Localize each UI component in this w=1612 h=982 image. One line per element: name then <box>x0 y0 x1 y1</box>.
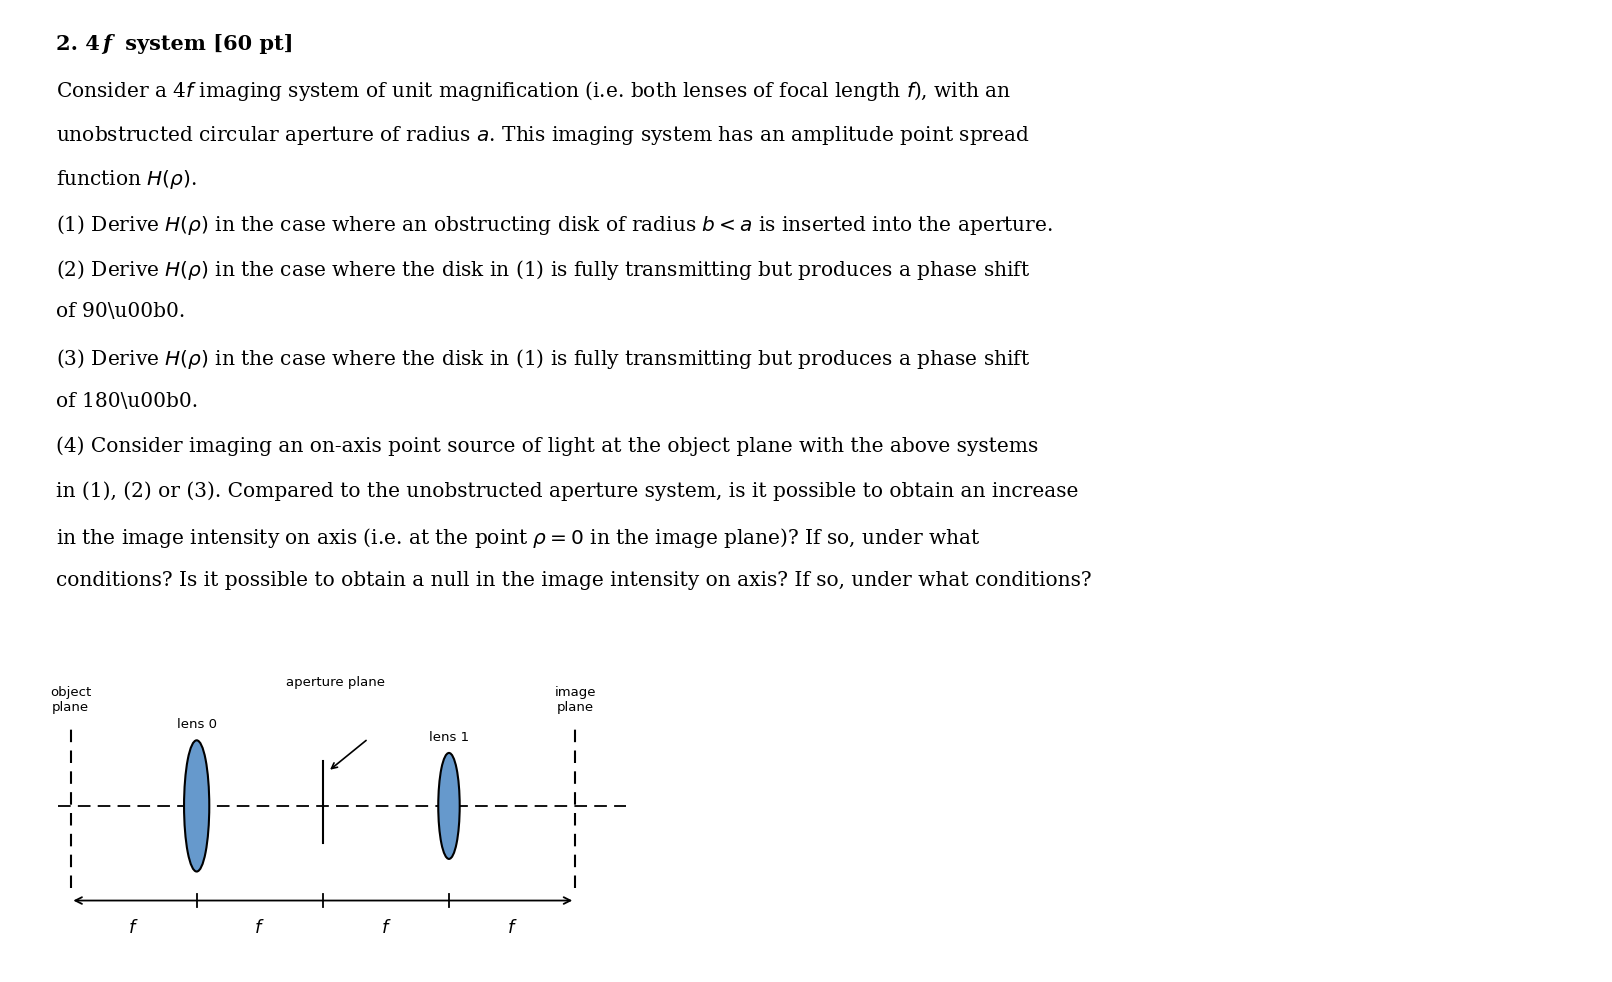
Text: (2) Derive $H(\rho)$ in the case where the disk in (1) is fully transmitting but: (2) Derive $H(\rho)$ in the case where t… <box>56 258 1030 282</box>
Text: aperture plane: aperture plane <box>285 676 385 688</box>
Text: image
plane: image plane <box>555 685 596 714</box>
Text: $f$: $f$ <box>129 919 139 938</box>
Text: (4) Consider imaging an on-axis point source of light at the object plane with t: (4) Consider imaging an on-axis point so… <box>56 437 1038 457</box>
Text: of 90\u00b0.: of 90\u00b0. <box>56 302 185 321</box>
Ellipse shape <box>438 753 459 859</box>
Text: system [60 pt]: system [60 pt] <box>118 34 293 54</box>
Text: $f$: $f$ <box>506 919 517 938</box>
Text: of 180\u00b0.: of 180\u00b0. <box>56 392 198 410</box>
Text: lens 1: lens 1 <box>429 732 469 744</box>
Text: lens 0: lens 0 <box>177 719 216 732</box>
Text: (3) Derive $H(\rho)$ in the case where the disk in (1) is fully transmitting but: (3) Derive $H(\rho)$ in the case where t… <box>56 348 1030 371</box>
Text: $f$: $f$ <box>255 919 264 938</box>
Text: Consider a 4$f$ imaging system of unit magnification (i.e. both lenses of focal : Consider a 4$f$ imaging system of unit m… <box>56 80 1012 103</box>
Text: unobstructed circular aperture of radius $a$. This imaging system has an amplitu: unobstructed circular aperture of radius… <box>56 124 1030 146</box>
Ellipse shape <box>184 740 210 871</box>
Text: object
plane: object plane <box>50 685 92 714</box>
Text: 2. 4: 2. 4 <box>56 34 100 54</box>
Text: in (1), (2) or (3). Compared to the unobstructed aperture system, is it possible: in (1), (2) or (3). Compared to the unob… <box>56 481 1078 501</box>
Text: in the image intensity on axis (i.e. at the point $\rho = 0$ in the image plane): in the image intensity on axis (i.e. at … <box>56 526 982 550</box>
Text: f: f <box>103 34 111 54</box>
Text: function $H(\rho)$.: function $H(\rho)$. <box>56 169 197 191</box>
Text: $f$: $f$ <box>380 919 392 938</box>
Text: (1) Derive $H(\rho)$ in the case where an obstructing disk of radius $b < a$ is : (1) Derive $H(\rho)$ in the case where a… <box>56 213 1053 237</box>
Text: conditions? Is it possible to obtain a null in the image intensity on axis? If s: conditions? Is it possible to obtain a n… <box>56 571 1091 589</box>
